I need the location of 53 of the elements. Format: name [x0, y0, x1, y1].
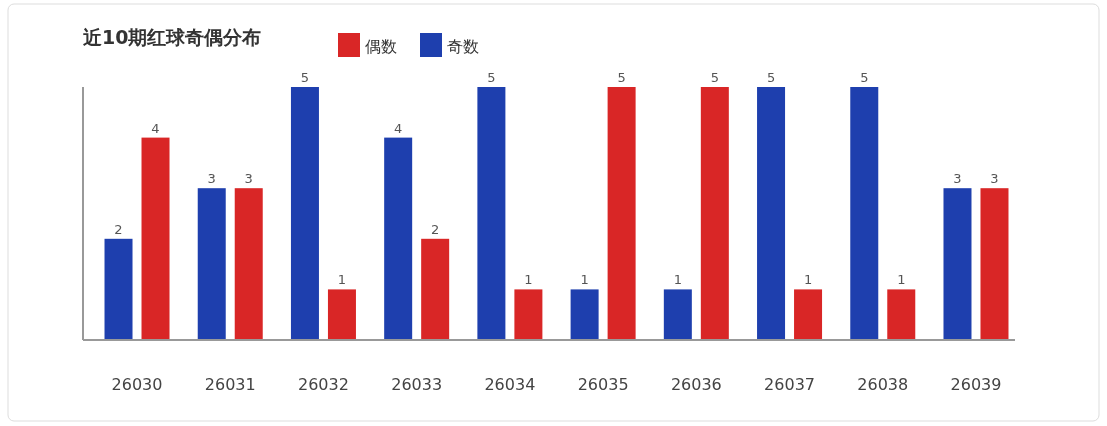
data-label: 4 [394, 120, 403, 136]
x-tick-label: 26037 [764, 375, 815, 394]
chart-title: 近10期红球奇偶分布 [82, 26, 262, 48]
bar [421, 238, 450, 340]
data-label: 3 [207, 171, 216, 187]
legend-label: 偶数 [365, 37, 397, 56]
bar [384, 137, 413, 340]
x-tick-label: 26031 [204, 375, 256, 394]
data-label: 1 [580, 272, 589, 288]
data-label: 1 [337, 272, 347, 288]
data-label: 1 [897, 272, 906, 288]
bar [794, 289, 823, 340]
data-label: 4 [151, 120, 160, 136]
x-tick-label: 26036 [670, 375, 722, 394]
bar [141, 137, 170, 340]
bar [514, 289, 543, 340]
bar [477, 87, 506, 340]
data-label: 5 [487, 70, 496, 85]
data-label: 1 [803, 272, 813, 288]
bar [980, 188, 1009, 340]
bar [290, 87, 319, 340]
data-label: 1 [524, 272, 533, 288]
bar [327, 289, 356, 340]
data-label: 5 [860, 70, 869, 85]
data-label: 2 [114, 221, 123, 237]
bar [700, 87, 729, 340]
data-label: 2 [431, 221, 440, 237]
x-tick-label: 26033 [391, 375, 443, 394]
x-tick-label: 26039 [950, 375, 1002, 394]
x-tick-label: 26032 [298, 375, 349, 394]
bar [663, 289, 692, 340]
x-tick-label: 26035 [577, 375, 629, 394]
data-label: 1 [673, 272, 682, 288]
x-tick-label: 26034 [484, 375, 536, 394]
data-label: 5 [617, 70, 626, 85]
data-label: 3 [953, 171, 962, 187]
data-label: 5 [710, 70, 719, 85]
bar [104, 238, 133, 340]
bar [197, 188, 226, 340]
x-tick-label: 26038 [857, 375, 909, 394]
data-label: 3 [244, 171, 253, 187]
bar [943, 188, 972, 340]
bar [887, 289, 916, 340]
bar [850, 87, 879, 340]
bar [570, 289, 599, 340]
bar [607, 87, 636, 340]
data-label: 3 [990, 171, 999, 187]
legend-label: 奇数 [447, 37, 479, 56]
bar [757, 87, 786, 340]
data-label: 5 [766, 70, 776, 85]
bar [234, 188, 263, 340]
x-tick-label: 26030 [111, 375, 163, 394]
data-label: 5 [300, 70, 310, 85]
